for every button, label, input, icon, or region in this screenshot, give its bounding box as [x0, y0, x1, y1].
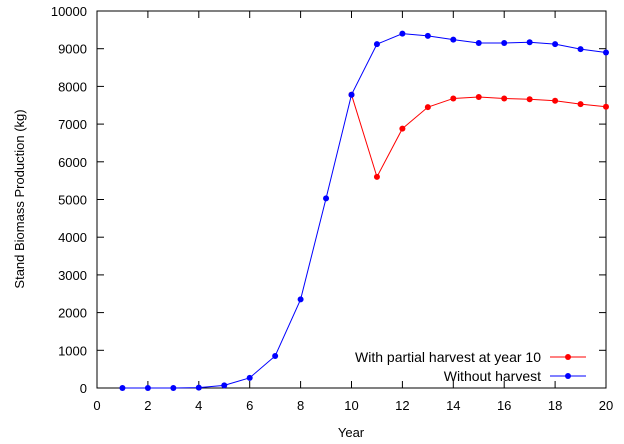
data-point [399, 125, 406, 132]
legend-swatch-marker [565, 373, 571, 379]
y-tick-label: 8000 [58, 79, 87, 94]
data-point [526, 39, 533, 46]
data-point [373, 41, 380, 48]
legend: With partial harvest at year 10 Without h… [355, 349, 586, 384]
data-point [577, 101, 584, 108]
y-axis-label: Stand Biomass Production (kg) [12, 109, 27, 288]
y-tick-label: 9000 [58, 42, 87, 57]
data-point [195, 384, 202, 391]
y-tick-label: 3000 [58, 268, 87, 283]
data-point [526, 96, 533, 103]
y-tick-label: 7000 [58, 117, 87, 132]
y-tick-label: 10000 [51, 4, 87, 19]
data-point [552, 97, 559, 104]
series-layer [119, 30, 609, 391]
x-tick-label: 20 [599, 398, 613, 413]
y-tick-label: 5000 [58, 193, 87, 208]
legend-label: Without harvest [444, 368, 541, 384]
legend-label: With partial harvest at year 10 [355, 349, 541, 365]
y-tick-label: 4000 [58, 230, 87, 245]
data-point [603, 103, 609, 110]
data-point [603, 49, 609, 56]
plot-area-frame [96, 10, 607, 389]
y-tick-label: 6000 [58, 155, 87, 170]
series-line [122, 33, 607, 389]
series-with-partial-harvest [348, 91, 609, 180]
x-tick-label: 14 [446, 398, 460, 413]
data-point [323, 195, 330, 202]
data-point [119, 385, 126, 391]
x-tick-label: 16 [497, 398, 511, 413]
data-point [399, 30, 406, 37]
data-point [501, 95, 508, 102]
data-point [552, 41, 559, 48]
data-point [475, 40, 482, 47]
y-axis-ticks: 0 1000 2000 3000 4000 5000 6000 7000 8000 9000 100… [51, 4, 606, 396]
data-point [246, 374, 253, 381]
x-axis-ticks: 0 2 4 6 8 10 12 14 16 18 20 [93, 11, 613, 413]
x-tick-label: 6 [246, 398, 253, 413]
y-tick-label: 1000 [58, 343, 87, 358]
data-point [272, 352, 279, 359]
legend-swatch-marker [565, 354, 571, 360]
data-point [475, 93, 482, 100]
series-line [351, 94, 607, 179]
series-without-harvest [119, 30, 609, 391]
x-tick-label: 4 [195, 398, 202, 413]
data-point [424, 104, 431, 111]
x-tick-label: 12 [395, 398, 409, 413]
x-tick-label: 2 [144, 398, 151, 413]
data-point [501, 40, 508, 47]
x-tick-label: 0 [93, 398, 100, 413]
data-point [144, 385, 151, 391]
x-tick-label: 18 [548, 398, 562, 413]
y-tick-label: 0 [80, 381, 87, 396]
data-point [348, 91, 355, 98]
data-point [577, 46, 584, 53]
data-point [221, 382, 228, 389]
y-tick-label: 2000 [58, 306, 87, 321]
x-tick-label: 10 [344, 398, 358, 413]
data-point [450, 95, 457, 102]
data-point [424, 32, 431, 39]
data-point [297, 296, 304, 303]
x-axis-label: Year [338, 425, 365, 440]
data-point [373, 173, 380, 180]
data-point [170, 385, 177, 391]
data-point [450, 36, 457, 43]
x-tick-label: 8 [297, 398, 304, 413]
